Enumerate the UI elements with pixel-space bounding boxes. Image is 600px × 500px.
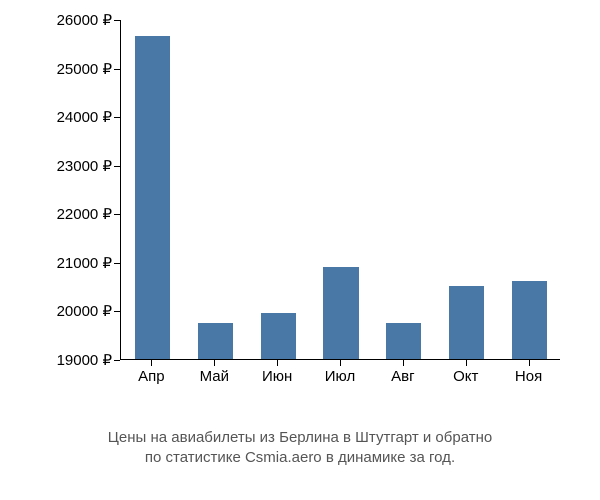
x-tick-label: Июл <box>325 368 355 385</box>
x-tick-mark <box>214 360 215 366</box>
x-tick-label: Май <box>200 368 229 385</box>
x-tick-label: Апр <box>138 368 164 385</box>
y-axis: 19000 ₽20000 ₽21000 ₽22000 ₽23000 ₽24000… <box>30 20 120 360</box>
bar <box>198 323 233 359</box>
price-chart: 19000 ₽ 20000 ₽ 21000 ₽ 22000 ₽ 23000 ₽ 24000… <box>30 20 560 400</box>
caption-line-2: по статистике Csmia.aero в динамике за г… <box>145 449 455 466</box>
chart-caption: Цены на авиабилеты из Берлина в Штутгарт… <box>0 428 600 469</box>
y-tick-mark <box>114 214 120 215</box>
y-tick-label: 24000 ₽ <box>57 108 112 126</box>
x-tick-mark <box>403 360 404 366</box>
x-axis-labels: Апр Май Июн Июл Авг Окт Ноя <box>120 368 560 398</box>
y-tick-mark <box>114 360 120 361</box>
x-tick-mark <box>151 360 152 366</box>
x-tick-label: Июн <box>262 368 292 385</box>
y-tick-mark <box>114 311 120 312</box>
y-tick-label: 22000 ₽ <box>57 205 112 223</box>
x-tick-label: Ноя <box>515 368 542 385</box>
y-tick-mark <box>114 263 120 264</box>
bar <box>512 281 547 359</box>
y-tick-mark <box>114 166 120 167</box>
plot-area <box>120 20 560 360</box>
y-tick-label: 26000 ₽ <box>57 11 112 29</box>
x-tick-mark <box>340 360 341 366</box>
y-tick-mark <box>114 69 120 70</box>
x-tick-label: Авг <box>391 368 414 385</box>
x-tick-label: Окт <box>453 368 478 385</box>
x-tick-mark <box>277 360 278 366</box>
bar <box>386 323 421 359</box>
y-tick-label: 21000 ₽ <box>57 254 112 272</box>
bar <box>323 267 358 359</box>
y-tick-label: 25000 ₽ <box>57 60 112 78</box>
y-tick-mark <box>114 117 120 118</box>
y-tick-label: 20000 ₽ <box>57 302 112 320</box>
x-tick-mark <box>466 360 467 366</box>
bar <box>261 313 296 359</box>
caption-line-1: Цены на авиабилеты из Берлина в Штутгарт… <box>108 429 492 446</box>
bar <box>449 286 484 359</box>
x-tick-mark <box>529 360 530 366</box>
y-tick-mark <box>114 20 120 21</box>
bar <box>135 36 170 359</box>
y-tick-label: 19000 ₽ <box>57 351 112 369</box>
y-tick-label: 23000 ₽ <box>57 157 112 175</box>
